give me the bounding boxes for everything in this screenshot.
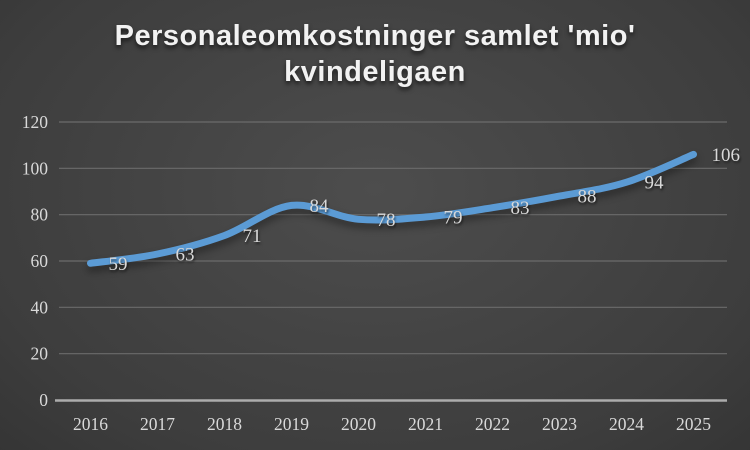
x-tick-label: 2024 — [609, 414, 644, 434]
y-tick-label: 80 — [31, 205, 49, 225]
data-label: 63 — [176, 245, 195, 266]
x-tick-label: 2022 — [475, 414, 510, 434]
data-line-series — [87, 150, 697, 267]
data-label: 88 — [578, 187, 597, 208]
y-axis-labels: 0 20 40 60 80 100 120 — [22, 112, 49, 410]
data-label: 94 — [645, 173, 665, 194]
x-axis-labels: 2016 2017 2018 2019 2020 2021 2022 2023 2024 2025 — [73, 414, 711, 434]
chart-title-line-2: kvindeligaen — [284, 56, 466, 88]
data-label: 84 — [310, 196, 330, 217]
y-tick-label: 0 — [39, 390, 48, 410]
data-label: 71 — [243, 226, 262, 247]
y-tick-label: 100 — [22, 158, 49, 178]
data-label: 59 — [109, 254, 128, 275]
data-label: 106 — [712, 145, 741, 166]
y-tick-label: 20 — [31, 344, 49, 364]
data-labels: 59 63 71 84 78 79 83 88 94 106 — [109, 145, 741, 275]
x-tick-label: 2020 — [341, 414, 376, 434]
x-tick-label: 2021 — [408, 414, 443, 434]
x-tick-label: 2019 — [274, 414, 309, 434]
x-tick-label: 2016 — [73, 414, 108, 434]
y-tick-label: 40 — [31, 297, 49, 317]
chart-title: Personaleomkostninger samlet 'mio' kvind… — [0, 18, 750, 90]
x-tick-label: 2017 — [140, 414, 175, 434]
data-label: 79 — [444, 207, 463, 228]
x-tick-label: 2023 — [542, 414, 577, 434]
gridlines — [59, 121, 727, 355]
x-tick-label: 2018 — [207, 414, 242, 434]
data-label: 83 — [511, 198, 530, 219]
data-label: 78 — [377, 210, 396, 231]
y-tick-label: 120 — [22, 112, 49, 132]
chart-title-line-1: Personaleomkostninger samlet 'mio' — [114, 20, 636, 52]
x-tick-label: 2025 — [676, 414, 711, 434]
y-tick-label: 60 — [31, 251, 49, 271]
